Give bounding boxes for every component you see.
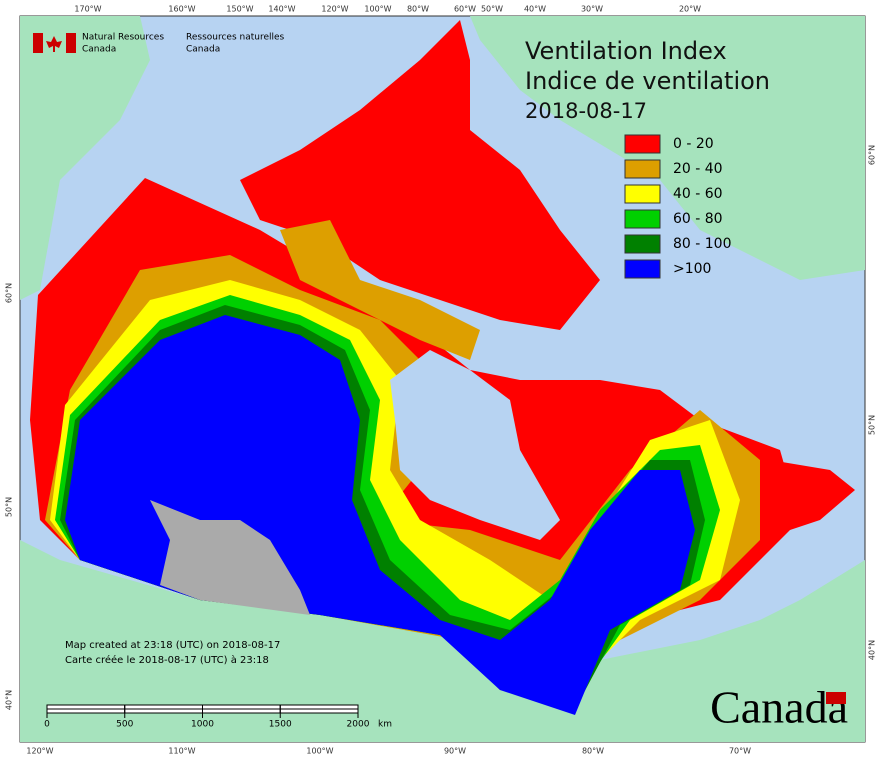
longitude-label: 170°W <box>74 5 101 14</box>
legend-swatch <box>624 259 661 279</box>
legend-swatch <box>624 209 661 229</box>
zone-blue <box>65 315 695 715</box>
longitude-label: 100°W <box>364 5 391 14</box>
newfoundland <box>770 460 855 530</box>
latitude-label: 60°N <box>5 283 14 303</box>
arctic-orange <box>280 220 480 360</box>
longitude-label: 140°W <box>268 5 295 14</box>
arctic-islands <box>240 20 600 330</box>
scale-label: 500 <box>116 720 133 730</box>
greenland <box>470 16 865 280</box>
longitude-label: 90°W <box>444 747 466 756</box>
alaska-west <box>20 16 150 300</box>
flag-leaf <box>46 36 62 52</box>
longitude-label: 80°W <box>407 5 429 14</box>
latitude-label: 50°N <box>868 415 877 435</box>
scale-label: 1500 <box>269 720 292 730</box>
latitude-label: 50°N <box>5 497 14 517</box>
scale-unit: km <box>378 720 392 730</box>
legend-label: 20 - 40 <box>673 161 723 177</box>
usa <box>20 540 865 742</box>
legend-label: 0 - 20 <box>673 136 714 152</box>
scale-label: 1000 <box>191 720 214 730</box>
longitude-label: 150°W <box>226 5 253 14</box>
legend-swatch <box>624 159 661 179</box>
title-line: 2018-08-17 <box>525 99 647 123</box>
flag-bar <box>66 33 76 53</box>
latitude-label: 40°N <box>5 690 14 710</box>
legend-swatch <box>624 234 661 254</box>
longitude-label: 160°W <box>168 5 195 14</box>
legend-swatch <box>624 134 661 154</box>
credit: Map created at 23:18 (UTC) on 2018-08-17 <box>65 640 280 651</box>
longitude-label: 100°W <box>306 747 333 756</box>
longitude-label: 30°W <box>581 5 603 14</box>
wordmark-flag <box>826 692 846 704</box>
longitude-label: 20°W <box>679 5 701 14</box>
agency-en: Natural Resources <box>82 33 164 43</box>
longitude-label: 80°W <box>582 747 604 756</box>
legend-label: >100 <box>673 261 711 277</box>
longitude-label: 110°W <box>168 747 195 756</box>
legend-swatch <box>624 184 661 204</box>
agency-fr: Ressources naturelles <box>186 33 285 43</box>
longitude-label: 40°W <box>524 5 546 14</box>
no-data <box>150 500 310 615</box>
latitude-label: 40°N <box>868 640 877 660</box>
agency-en: Canada <box>82 45 116 55</box>
title-line: Ventilation Index <box>525 37 727 65</box>
agency-fr: Canada <box>186 45 220 55</box>
axes: 170°W 160°W 150°W 140°W 120°W 100°W 80°W 60°W 50… <box>5 5 877 756</box>
scale-bar: 0 500 1000 1500 2000 km <box>44 704 392 730</box>
longitude-label: 50°W <box>481 5 503 14</box>
legend-label: 40 - 60 <box>673 186 723 202</box>
wordmark: Canada <box>710 682 848 733</box>
legend: 0 - 20 20 - 40 40 - 60 60 - 80 80 - 100 >100 <box>624 134 732 279</box>
legend-label: 80 - 100 <box>673 236 732 252</box>
hudson-bay <box>390 350 560 540</box>
scale-label: 0 <box>44 720 50 730</box>
scale-label: 2000 <box>347 720 370 730</box>
title-line: Indice de ventilation <box>525 67 770 95</box>
legend-label: 60 - 80 <box>673 211 723 227</box>
longitude-label: 120°W <box>321 5 348 14</box>
longitude-label: 120°W <box>26 747 53 756</box>
credit: Carte créée le 2018-08-17 (UTC) à 23:18 <box>65 654 269 666</box>
longitude-label: 70°W <box>729 747 751 756</box>
flag-bar <box>33 33 43 53</box>
latitude-label: 60°N <box>868 145 877 165</box>
longitude-label: 60°W <box>454 5 476 14</box>
